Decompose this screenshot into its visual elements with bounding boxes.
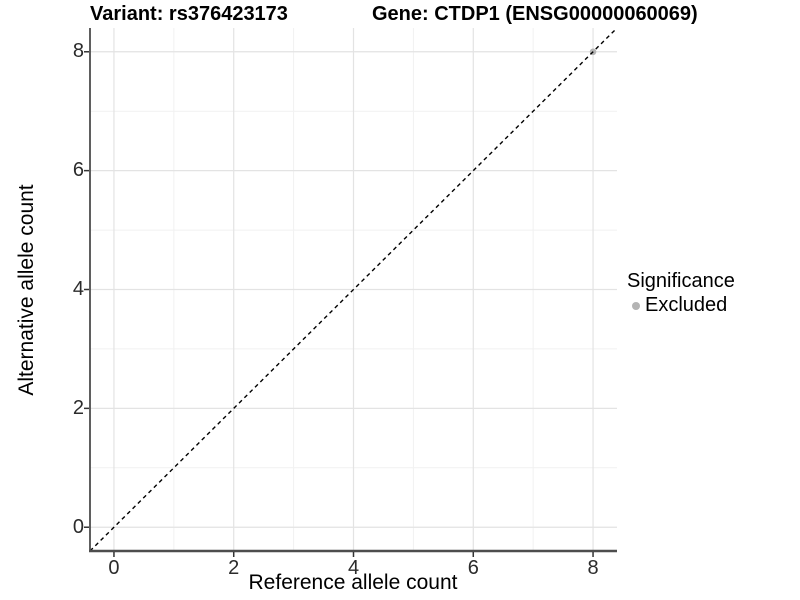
legend: Significance Excluded: [627, 270, 735, 317]
plot-title-variant: Variant: rs376423173: [90, 3, 288, 25]
identity-dashed-line: [89, 27, 618, 552]
legend-title: Significance: [627, 270, 735, 292]
y-axis-title: Alternative allele count: [15, 184, 38, 396]
x-axis-title: Reference allele count: [248, 571, 458, 594]
legend-item-excluded: Excluded: [627, 294, 735, 317]
plot-title-gene: Gene: CTDP1 (ENSG00000060069): [372, 3, 698, 25]
legend-item-label: Excluded: [645, 294, 728, 316]
excluded-point-icon: [632, 301, 640, 310]
